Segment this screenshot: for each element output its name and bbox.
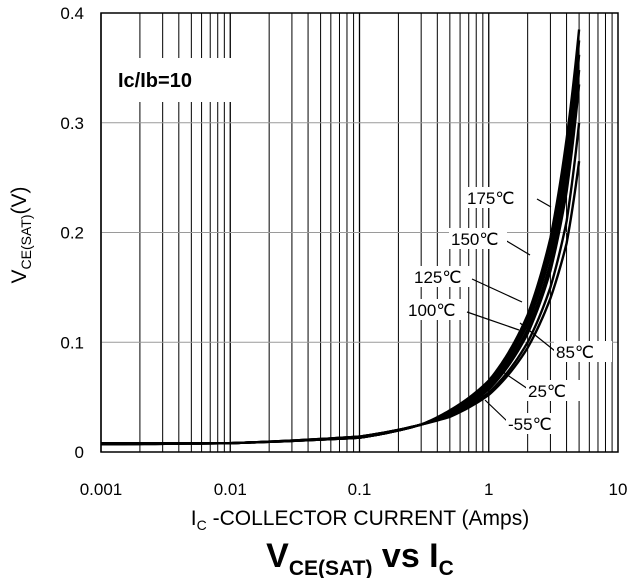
temperature-label-bg xyxy=(406,299,464,320)
temperature-label: 175℃ xyxy=(467,189,514,208)
series-line xyxy=(100,84,581,446)
y-tick-label: 0.2 xyxy=(60,224,84,243)
temperature-label: 150℃ xyxy=(451,230,498,249)
series-line xyxy=(100,122,581,446)
temperature-label: 85℃ xyxy=(556,343,594,362)
y-tick-label: 0.3 xyxy=(60,114,84,133)
temperature-label-bg xyxy=(554,341,612,362)
temperature-label-bg xyxy=(506,413,564,434)
ic-ib-label: Ic/Ib=10 xyxy=(118,70,192,92)
label-leader xyxy=(504,239,531,256)
chart-title: VCE(SAT) vs IC xyxy=(266,537,454,578)
label-leader xyxy=(536,198,552,208)
label-leader xyxy=(484,399,509,423)
label-leader xyxy=(471,278,523,303)
temperature-labels: 175℃ 150℃ 125℃ 100℃ 85℃ 25℃ -55℃ xyxy=(406,187,612,434)
temperature-label-bg xyxy=(526,380,584,401)
temperature-label: 25℃ xyxy=(528,382,566,401)
y-axis-label: VCE(SAT)(V) xyxy=(8,187,34,284)
series-line xyxy=(100,69,581,446)
temperature-label-bg xyxy=(412,266,470,287)
temperature-label: 125℃ xyxy=(414,268,461,287)
x-tick-label: 10 xyxy=(609,480,628,499)
ic-ib-annotation: Ic/Ib=10 xyxy=(105,58,231,102)
series-line xyxy=(101,54,581,445)
temperature-label: 100℃ xyxy=(408,301,455,320)
label-leader xyxy=(519,322,556,352)
x-tick-label: 0.1 xyxy=(348,480,372,499)
y-tick-label: 0 xyxy=(75,443,84,462)
temperature-label-bg xyxy=(449,228,507,249)
x-axis-label: IC -COLLECTOR CURRENT (Amps) xyxy=(191,507,529,533)
x-tick-label: 1 xyxy=(484,480,493,499)
label-leader xyxy=(466,311,520,331)
x-tick-label: 0.01 xyxy=(214,480,247,499)
y-tick-label: 0.1 xyxy=(60,333,84,352)
label-leader xyxy=(499,369,529,390)
label-leaders xyxy=(466,198,556,423)
tick-labels: 0.001 0.01 0.1 1 10 0 0.1 0.2 0.3 0.4 xyxy=(60,4,627,499)
temperature-label: -55℃ xyxy=(508,415,552,434)
y-tick-label: 0.4 xyxy=(60,4,84,23)
series-lines xyxy=(100,29,581,446)
plot-frame xyxy=(100,12,619,453)
series-line xyxy=(100,161,581,446)
temperature-label-bg xyxy=(465,187,523,208)
x-tick-label: 0.001 xyxy=(80,480,123,499)
